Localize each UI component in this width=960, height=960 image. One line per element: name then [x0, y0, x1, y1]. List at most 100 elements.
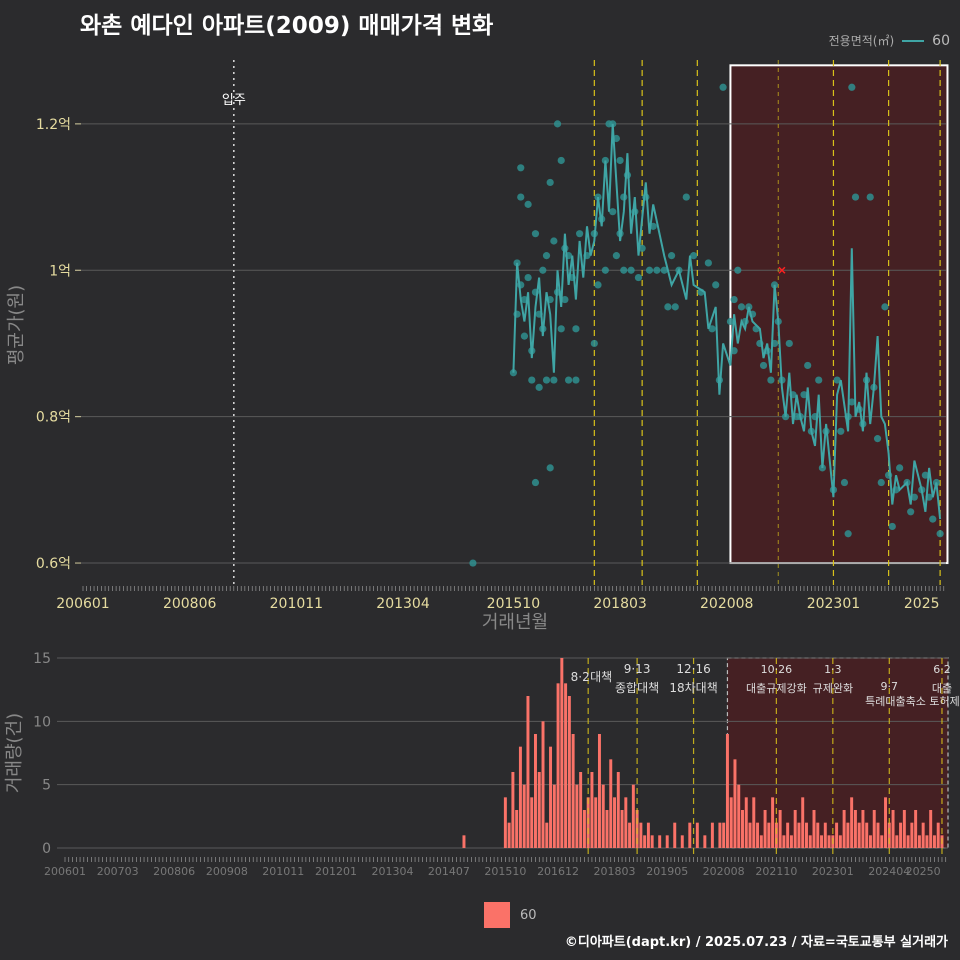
x-tick-label: 202008	[700, 596, 753, 612]
volume-bar	[688, 822, 692, 848]
volume-bar	[816, 822, 820, 848]
y-tick-label: 1억	[49, 263, 71, 279]
deal-point	[634, 273, 643, 282]
bar-x-tick-label: 201612	[537, 865, 579, 878]
bar-x-tick-label: 201510	[484, 865, 526, 878]
y-axis-title: 평균가(원)	[6, 285, 27, 365]
volume-bar	[616, 772, 620, 848]
volume-bar	[737, 784, 741, 848]
volume-bar	[673, 822, 677, 848]
volume-bar	[503, 797, 507, 848]
bar-x-tick-label: 202110	[755, 865, 797, 878]
average-price-line	[512, 123, 942, 520]
legend-line-swatch	[902, 39, 925, 42]
volume-bar	[628, 822, 632, 848]
volume-bar	[594, 797, 598, 848]
deal-point	[546, 464, 554, 472]
volume-bar	[541, 721, 545, 848]
deal-point	[557, 156, 565, 165]
volume-bar	[786, 822, 790, 848]
volume-bar	[752, 797, 756, 848]
volume-bar	[609, 759, 613, 848]
policy-date-label: 10·26	[761, 663, 793, 676]
deal-point	[785, 339, 793, 348]
volume-bar	[801, 797, 805, 848]
volume-bar	[820, 835, 824, 848]
deal-point	[936, 530, 944, 538]
deal-point	[542, 252, 551, 260]
volume-bar	[891, 810, 895, 848]
volume-bar	[582, 810, 586, 848]
deal-point	[804, 361, 812, 370]
volume-bar	[560, 658, 564, 848]
volume-bar	[650, 835, 654, 848]
bar-x-tick-label: 20250	[906, 865, 941, 878]
deal-point	[896, 464, 904, 472]
volume-bar	[906, 835, 910, 848]
deal-point	[572, 376, 580, 384]
bar-y-axis-title: 거래량(건)	[4, 713, 25, 793]
volume-bar	[797, 822, 801, 848]
volume-bar	[545, 822, 549, 848]
deal-point	[601, 266, 609, 274]
y-tick-label: 1.2억	[36, 117, 71, 133]
bar-x-tick-label: 201905	[646, 865, 688, 878]
volume-bar	[526, 696, 530, 848]
volume-bar	[846, 822, 850, 848]
volume-bar	[533, 734, 537, 848]
volume-bar	[537, 772, 541, 848]
deal-point	[840, 478, 849, 487]
deal-point	[737, 303, 746, 311]
deal-point	[712, 281, 720, 289]
bar-x-tick-label: 201803	[594, 865, 636, 878]
deal-point	[690, 252, 698, 260]
deal-point	[616, 156, 624, 165]
volume-bar	[902, 810, 906, 848]
volume-bar	[695, 822, 699, 848]
volume-bar	[865, 822, 869, 848]
deal-point	[671, 303, 679, 311]
volume-bar	[812, 810, 816, 848]
policy-name-label: 대출	[932, 682, 952, 695]
deal-point	[553, 120, 562, 128]
deal-point	[837, 427, 845, 435]
volume-bar	[564, 683, 568, 848]
deal-point	[531, 478, 540, 487]
deal-point	[590, 339, 598, 348]
deal-point	[572, 325, 580, 333]
volume-bar	[895, 835, 899, 848]
marker-x	[778, 266, 786, 274]
volume-bar	[515, 810, 519, 848]
x-tick-label: 201510	[487, 596, 540, 612]
bar-x-tick-label: 201407	[428, 865, 470, 878]
x-axis-title: 거래년월	[482, 612, 548, 633]
bar-x-tick-label: 200703	[97, 865, 139, 878]
deal-point	[815, 376, 823, 384]
deal-point	[877, 478, 885, 487]
deal-point	[524, 273, 532, 282]
deal-point	[509, 369, 517, 377]
x-tick-label: 201304	[376, 596, 430, 612]
deal-point	[910, 493, 918, 501]
deal-point	[561, 295, 569, 304]
volume-bar	[511, 772, 515, 848]
volume-bar	[575, 784, 579, 848]
volume-bar	[556, 683, 560, 848]
deal-point	[881, 303, 889, 311]
volume-bar	[518, 746, 522, 848]
volume-bar	[827, 835, 831, 848]
volume-bar	[733, 759, 737, 848]
y-tick-label: 0.6억	[36, 556, 71, 572]
deal-point	[660, 266, 668, 274]
volume-bar	[774, 822, 778, 848]
bar-x-tick-label: 201304	[371, 865, 413, 878]
deal-point	[609, 208, 617, 216]
volume-bar	[861, 810, 865, 848]
volume-bar	[925, 835, 929, 848]
policy-date-label: 8·2	[571, 670, 590, 684]
deal-point	[564, 376, 573, 384]
deal-point	[594, 281, 602, 289]
x-tick-label: 201011	[270, 596, 323, 612]
policy-date-label: 9·13	[624, 662, 651, 676]
bar-legend: 60	[484, 902, 537, 928]
